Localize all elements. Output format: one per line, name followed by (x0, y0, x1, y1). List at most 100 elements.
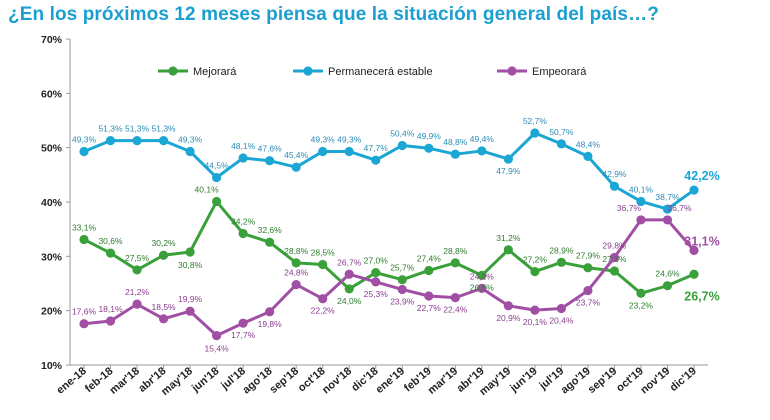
data-label: 24,8% (284, 268, 309, 278)
data-label: 26,7% (337, 257, 362, 267)
data-label: 49,3% (178, 134, 203, 144)
data-label: 17,7% (231, 330, 256, 340)
data-point (609, 252, 620, 263)
data-label: 49,4% (470, 134, 495, 144)
data-point (503, 301, 513, 311)
data-point (79, 319, 89, 329)
x-tick-label: jun'19 (507, 365, 540, 395)
data-labels: 33,1%30,6%27,5%30,2% 30,8% 40,1% 34,2%32,6%… (72, 116, 720, 354)
data-point (530, 266, 540, 277)
data-label: 28,8% (443, 246, 468, 256)
final-data-label: 26,7% (684, 289, 719, 303)
x-tick-label: nov'18 (320, 365, 354, 396)
x-tick-label: dic'19 (668, 365, 699, 394)
data-point (265, 237, 275, 247)
y-tick-label: 30% (41, 251, 63, 263)
data-point (583, 151, 593, 161)
data-label: 28,5% (311, 247, 336, 257)
data-point (212, 196, 222, 207)
legend-label: Empeorará (532, 66, 587, 78)
data-point (503, 245, 513, 255)
data-point (132, 136, 142, 146)
data-label: 51,3% (152, 124, 177, 134)
data-point (238, 228, 248, 239)
series-markers (79, 128, 699, 341)
data-label: 27,0% (364, 256, 389, 266)
legend-swatch-marker (168, 66, 178, 76)
data-point (371, 268, 381, 278)
data-point (424, 291, 434, 301)
data-label: 25,3% (364, 289, 389, 299)
data-point (265, 307, 275, 317)
data-point (397, 275, 407, 285)
data-point (371, 155, 381, 165)
data-label: 49,3% (337, 134, 362, 144)
data-label: 24,0% (337, 296, 362, 306)
data-point (265, 156, 275, 166)
data-point (291, 258, 301, 268)
data-label: 23,2% (629, 300, 654, 310)
data-point (344, 269, 354, 279)
data-point (530, 128, 540, 138)
data-point (79, 234, 89, 245)
data-point (238, 318, 248, 328)
data-point (105, 136, 116, 146)
data-label: 20,9% (496, 313, 521, 323)
data-point (291, 279, 301, 290)
data-point (556, 303, 566, 314)
data-label: 17,6% (72, 307, 97, 317)
data-label: 27,9% (576, 251, 601, 261)
data-label: 48,8% (443, 137, 468, 147)
data-label: 36,7% (617, 203, 642, 213)
data-label: 27,4% (417, 253, 442, 263)
legend-swatch-marker (303, 66, 313, 76)
legend-label: Permanecerá estable (328, 66, 433, 78)
data-point (609, 266, 620, 276)
data-point (158, 314, 169, 324)
data-label: 33,1% (72, 222, 97, 232)
data-label: 20,1% (523, 317, 548, 327)
data-label: 48,4% (576, 139, 601, 149)
data-label: 30,6% (98, 236, 123, 246)
data-point (556, 139, 566, 149)
data-label: 40,1% (195, 184, 220, 194)
data-point (212, 172, 222, 183)
y-tick-label: 20% (41, 306, 63, 318)
data-label: 49,3% (72, 134, 97, 144)
data-label: 27,5% (125, 253, 150, 263)
data-point (132, 299, 142, 309)
data-label: 25,7% (390, 263, 415, 273)
data-point (689, 185, 699, 195)
legend: Mejorará Permanecerá estable Empeorará (158, 66, 587, 78)
x-tick-label: ago'18 (240, 365, 274, 396)
data-point (636, 196, 646, 207)
data-point (530, 305, 540, 315)
data-point (105, 248, 116, 258)
data-point (238, 153, 248, 163)
data-label: 52,7% (523, 116, 548, 126)
y-tick-label: 50% (41, 143, 63, 155)
data-label: 27,2% (523, 255, 548, 265)
data-label: 20,4% (549, 315, 574, 325)
y-tick-label: 10% (41, 360, 63, 372)
series-line (83, 131, 695, 211)
x-tick-label: ene'19 (374, 365, 408, 396)
x-tick-label: ago'19 (559, 365, 593, 396)
data-label: 48,1% (231, 141, 256, 151)
data-label: 29,8% (602, 240, 627, 250)
data-point (344, 284, 354, 294)
data-point (185, 146, 195, 157)
data-label: 23,9% (390, 296, 415, 306)
data-label: 32,6% (258, 225, 283, 235)
x-tick-label: sep'19 (586, 365, 620, 396)
data-point (609, 181, 620, 191)
data-point (371, 277, 381, 287)
data-label: 21,2% (125, 287, 150, 297)
data-label: 42,9% (602, 169, 627, 179)
final-data-label: 42,2% (684, 169, 719, 183)
data-point (556, 257, 566, 267)
data-label: 51,3% (98, 124, 123, 134)
data-point (689, 269, 699, 279)
data-point (636, 288, 646, 298)
